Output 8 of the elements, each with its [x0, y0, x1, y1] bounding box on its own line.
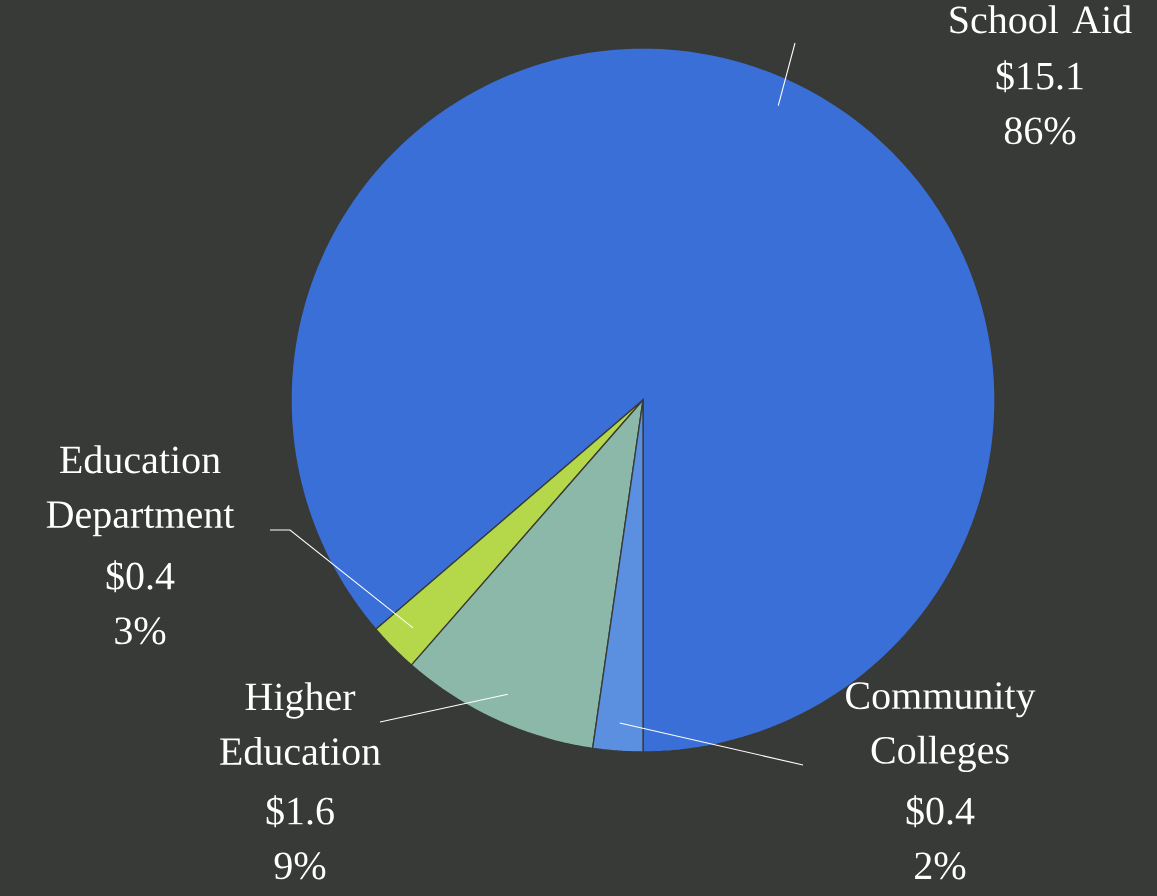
- slice-label: Community Colleges: [846, 682, 1036, 773]
- data-label: $1.6 9%: [266, 795, 334, 880]
- slice-label: Higher Education: [220, 682, 381, 766]
- data-label: $0.4 2%: [906, 795, 975, 880]
- data-label: $0.4 3%: [106, 560, 175, 645]
- data-label: $15.1 86%: [996, 60, 1083, 145]
- slice-label: Education Department: [46, 445, 235, 537]
- slice-label: School Aid: [950, 5, 1132, 34]
